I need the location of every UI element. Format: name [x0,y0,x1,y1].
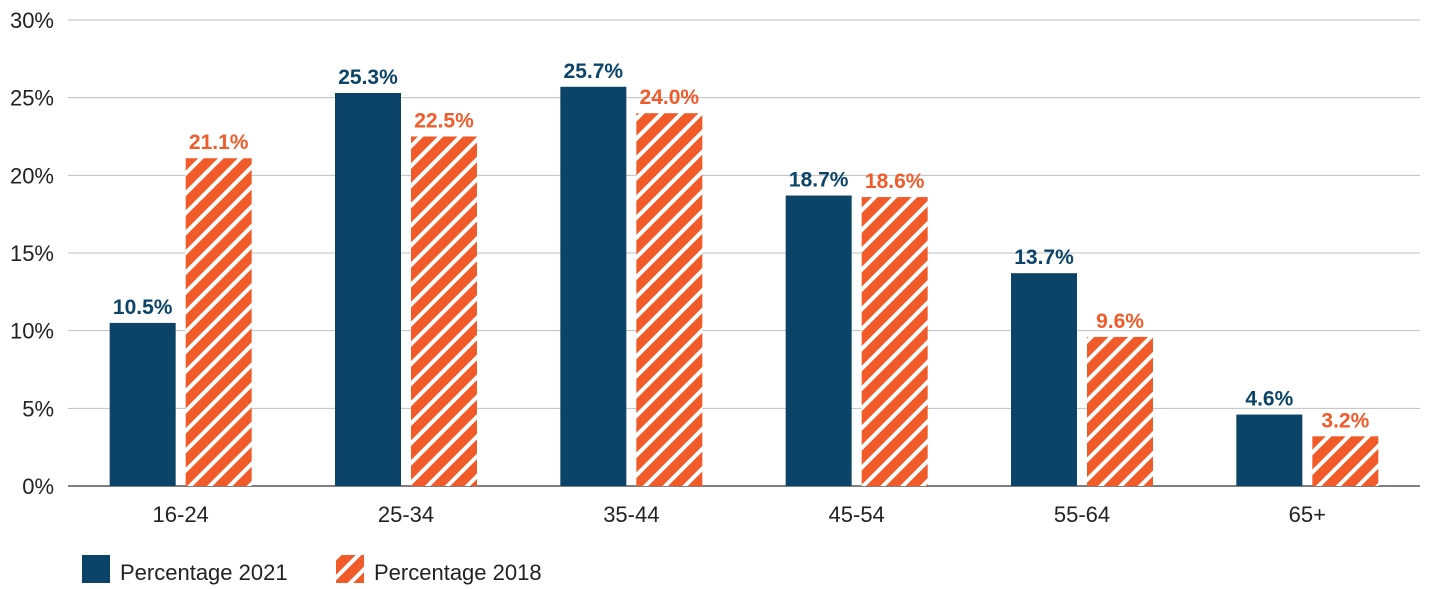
bar-2018 [636,113,703,486]
x-tick-label: 35-44 [603,502,659,527]
gridlines [68,19,1420,487]
bar-2021 [560,86,627,486]
bar-value-label: 13.7% [1014,246,1074,269]
legend-swatch-2021 [82,555,110,583]
legend-label-2018: Percentage 2018 [374,560,542,585]
y-tick-label: 0% [22,474,54,499]
bar-value-label: 24.0% [640,86,700,109]
bar-value-label: 18.7% [789,169,849,192]
bar-value-label: 4.6% [1245,388,1293,411]
y-axis: 0% 5% 10% 15% 20% 25% 30% [10,8,54,499]
bar-2021 [785,195,852,486]
bar-value-label: 18.6% [865,170,925,193]
y-tick-label: 25% [10,86,54,111]
bars [109,86,1379,487]
bar-value-label: 3.2% [1321,409,1369,432]
bar-2018 [185,158,252,486]
y-tick-label: 5% [22,396,54,421]
bar-2018 [861,197,928,486]
bar-2021 [1236,414,1303,486]
x-axis: 16-24 25-34 35-44 45-54 55-64 65+ [153,502,1326,527]
y-tick-label: 20% [10,163,54,188]
data-labels: 10.5% 21.1% 25.3% 22.5% 25.7% 24.0% 18.7% 18.6%… [113,60,1370,433]
legend-label-2021: Percentage 2021 [120,560,288,585]
bar-value-label: 10.5% [113,296,173,319]
x-tick-label: 25-34 [378,502,434,527]
bar-value-label: 25.3% [338,66,398,89]
x-tick-label: 45-54 [829,502,885,527]
bar-2018 [1087,336,1153,486]
bar-2018 [1312,436,1379,486]
bar-value-label: 9.6% [1096,310,1144,333]
bar-2021 [1011,273,1077,486]
legend: Percentage 2021 Percentage 2018 [82,555,542,585]
bar-2018 [411,136,477,486]
x-tick-label: 55-64 [1054,502,1110,527]
y-tick-label: 15% [10,241,54,266]
bar-value-label: 25.7% [564,60,624,83]
bar-value-label: 21.1% [189,131,249,154]
y-tick-label: 10% [10,319,54,344]
bar-value-label: 22.5% [414,110,474,133]
x-tick-label: 16-24 [153,502,209,527]
bar-2021 [109,322,176,486]
x-tick-label: 65+ [1289,502,1326,527]
legend-swatch-2018 [336,555,364,583]
bar-2021 [335,93,401,487]
y-tick-label: 30% [10,8,54,33]
